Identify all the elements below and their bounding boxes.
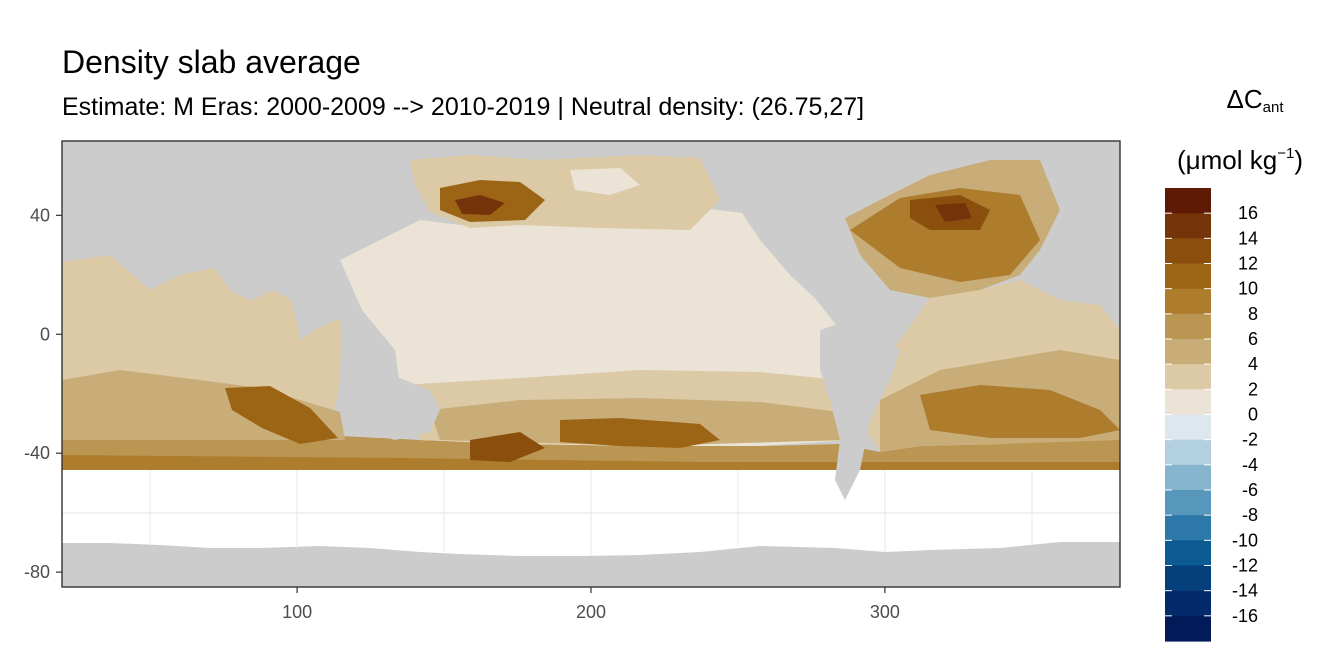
legend-break-label: -12 [1232,556,1258,576]
legend-color-bin [1165,213,1211,239]
legend-color-bin [1165,490,1211,516]
land-australia [338,378,440,440]
land-south-america [820,320,900,500]
legend-unit-superscript: −1 [1277,145,1295,162]
legend-break-label: 16 [1238,203,1258,223]
x-tick-label: 100 [282,602,312,622]
ocean-indian-max [225,386,338,444]
ocean-north-pacific-low [570,168,640,195]
legend-color-bin [1165,389,1211,416]
y-tick-label: -40 [24,443,50,463]
legend-break-label: 8 [1248,304,1258,324]
legend-color-bin [1165,615,1211,642]
legend-break-label: 14 [1238,228,1258,248]
legend-break-label: 0 [1248,405,1258,425]
ocean-tasman-max [470,432,545,462]
legend-color-bin [1165,288,1211,315]
legend-color-bin [1165,515,1211,541]
legend-unit-prefix: (μmol kg [1177,145,1278,175]
legend-color-bin [1165,188,1211,214]
legend-color-bin [1165,565,1211,592]
chart-title: Density slab average [62,44,361,80]
ocean-north-pacific-peak [455,195,505,215]
legend-color-bin [1165,364,1211,390]
legend-break-label: 10 [1238,279,1258,299]
legend-break-label: 6 [1248,329,1258,349]
legend-title-subscript: ant [1262,99,1284,116]
legend-break-label: -8 [1242,505,1258,525]
y-tick-label: 0 [40,324,50,344]
legend-break-label: -14 [1232,581,1258,601]
legend-color-bin [1165,263,1211,290]
ocean-north-atlantic-peak [935,203,972,222]
legend-break-label: -6 [1242,480,1258,500]
grid-lines [62,468,1120,556]
legend-title-symbol: ΔC [1226,84,1263,114]
legend-break-label: 12 [1238,254,1258,274]
legend-title-variable: ΔCant [1180,82,1330,125]
land-north-america [740,210,830,300]
ocean-north-atlantic-high [850,188,1040,282]
legend-break-label: 4 [1248,354,1258,374]
legend-break-label: 2 [1248,379,1258,399]
legend-color-bin [1165,238,1211,265]
legend-break-label: -16 [1232,606,1258,626]
legend-title: ΔCant (μmol kg−1) [1150,82,1330,177]
legend-unit-suffix: ) [1294,145,1303,175]
land-eurasia [62,141,410,300]
y-tick-label: 40 [30,205,50,225]
map-panel [62,141,1120,587]
legend-color-bin [1165,590,1211,617]
legend-color-bin [1165,439,1211,466]
legend-color-bin [1165,313,1211,340]
ocean-south-atlantic-max [920,385,1120,438]
legend-color-bin [1165,464,1211,491]
legend-break-label: -2 [1242,430,1258,450]
legend-color-bin [1165,414,1211,441]
legend-color-bin [1165,540,1211,567]
legend-break-label: -10 [1232,530,1258,550]
legend: 16 14 12 10 8 6 4 2 0 -2 -4 -6 -8 -10 -12 -14 -16 [1165,188,1258,642]
y-tick-label: -80 [24,562,50,582]
land-europe-africa [1040,141,1120,305]
legend-title-unit: (μmol kg−1) [1150,137,1330,177]
ocean-pacific-south-max [560,418,720,448]
x-tick-label: 300 [870,602,900,622]
x-tick-label: 200 [576,602,606,622]
legend-break-label: -4 [1242,455,1258,475]
chart-subtitle: Estimate: M Eras: 2000-2009 --> 2010-201… [62,93,865,121]
legend-color-bin [1165,339,1211,365]
